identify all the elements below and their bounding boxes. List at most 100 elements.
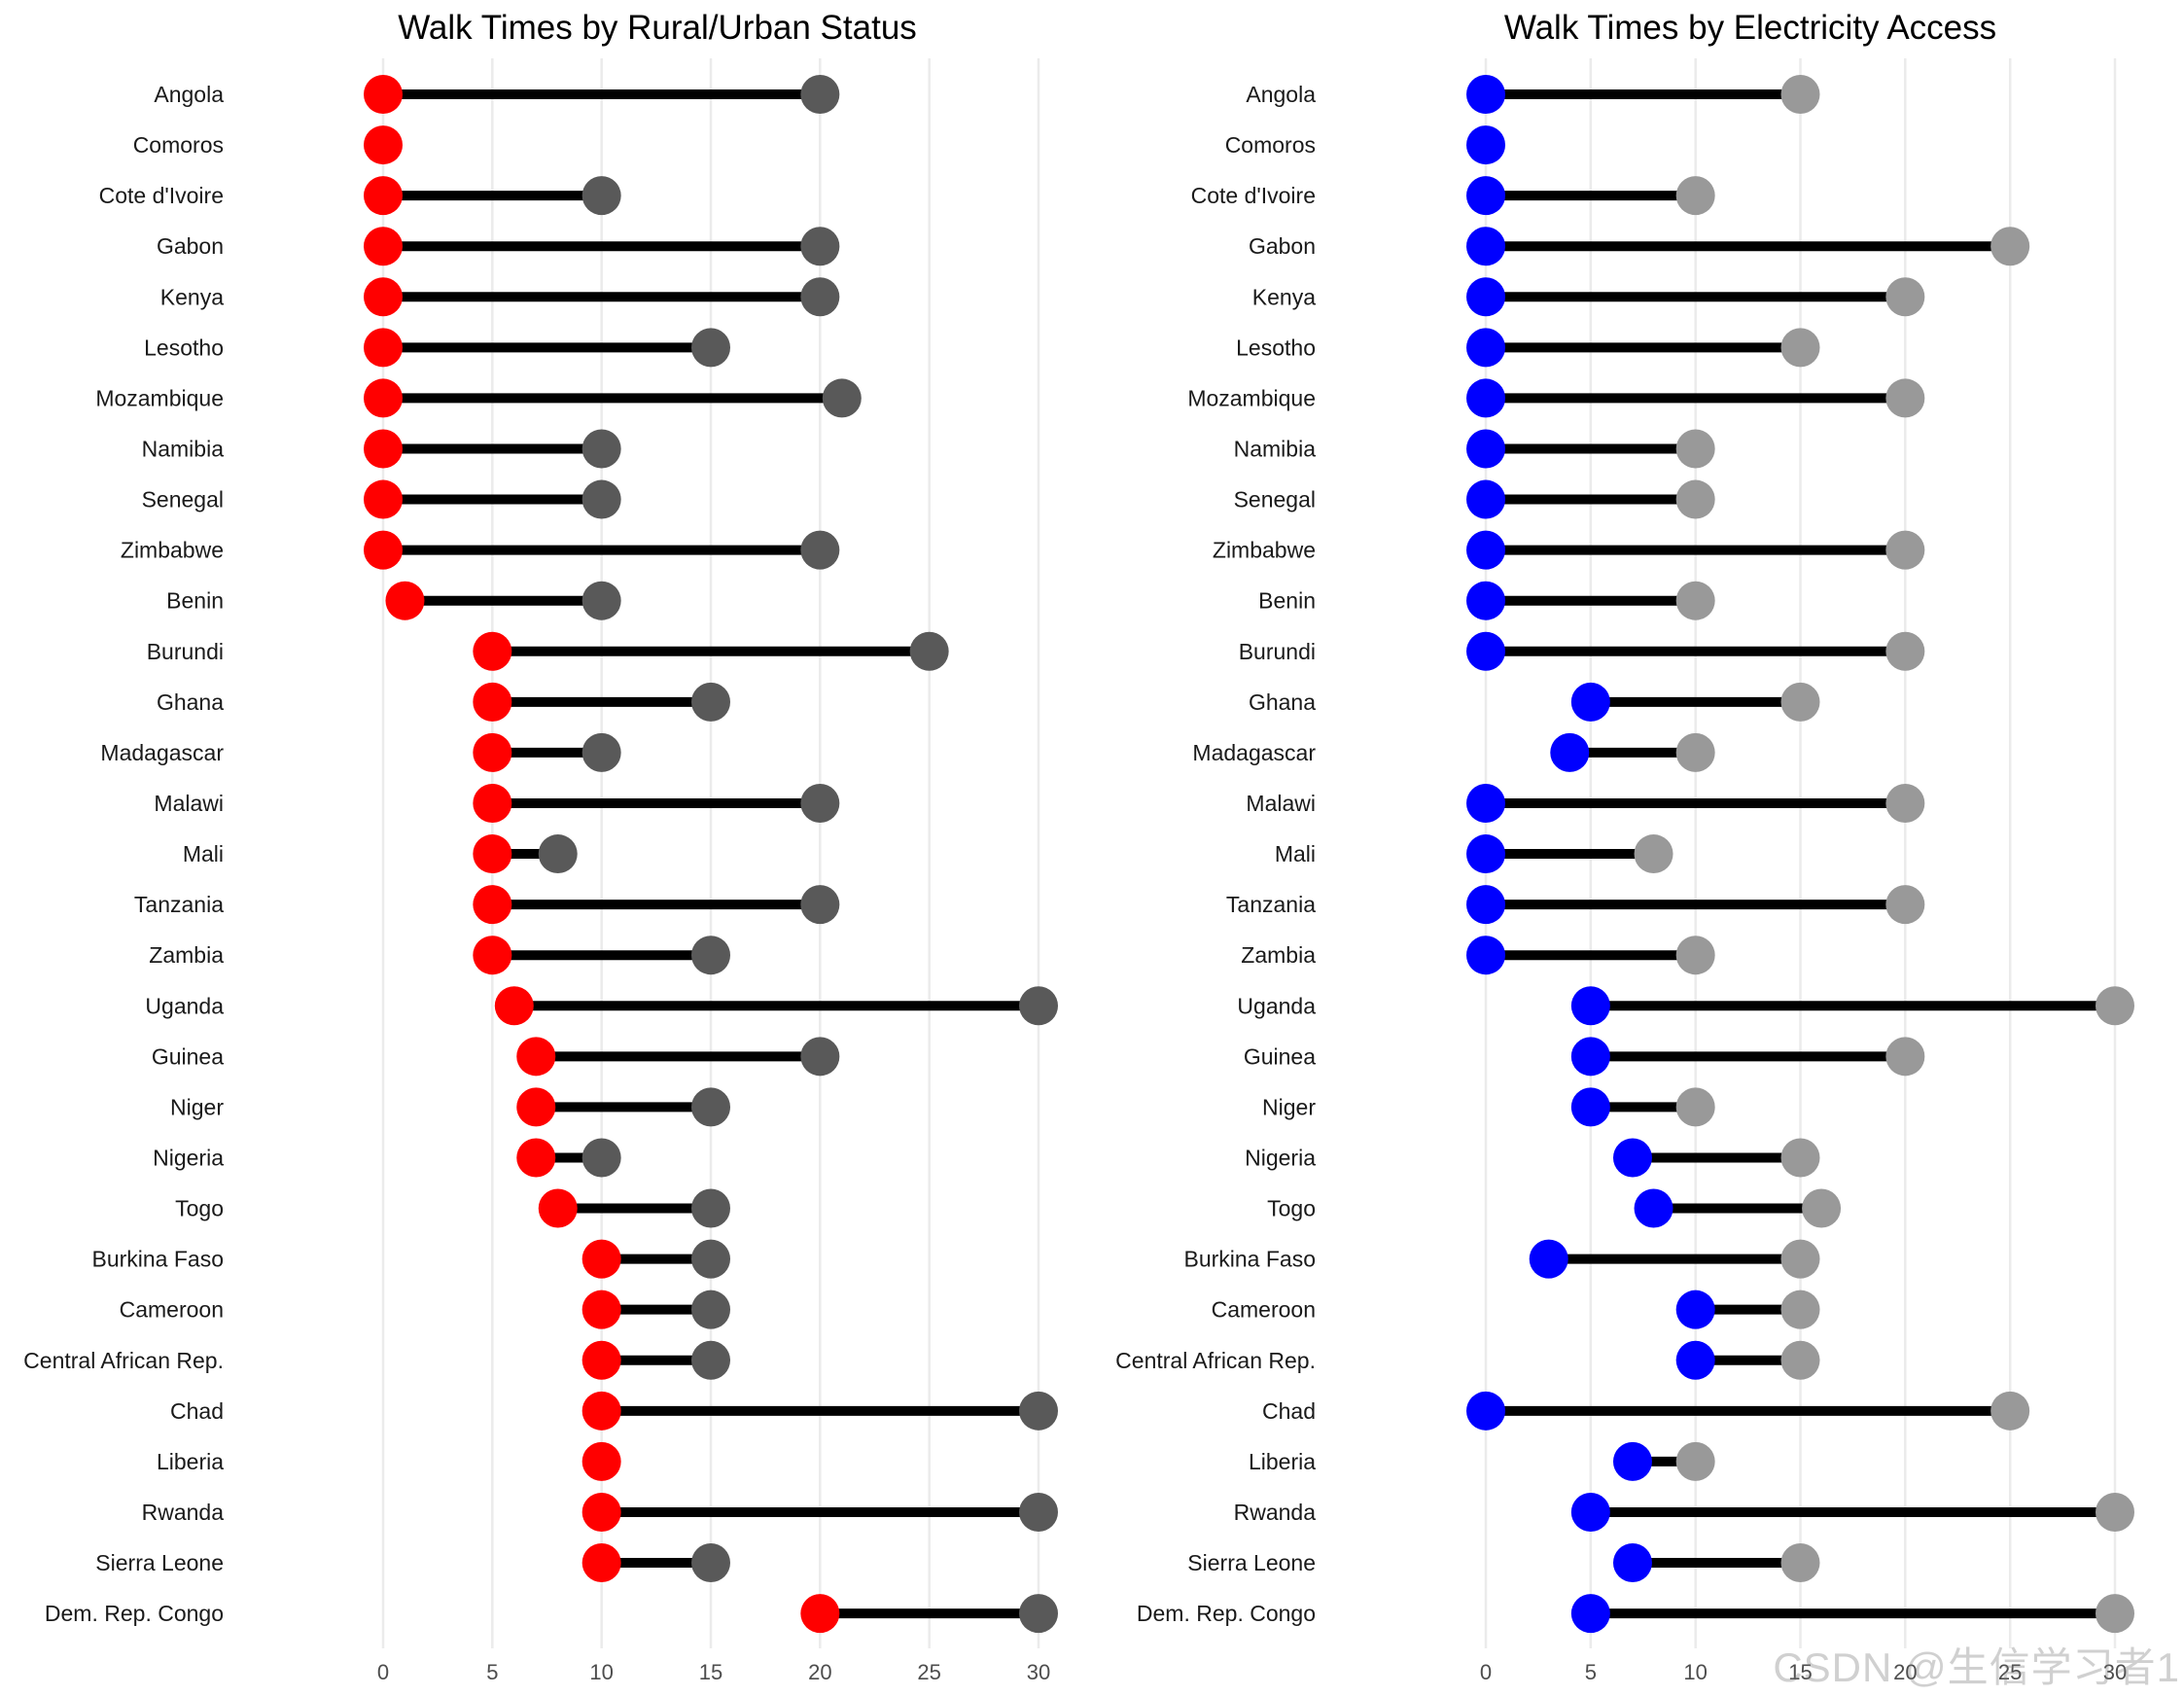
start-point bbox=[473, 936, 512, 975]
end-point bbox=[2096, 1594, 2134, 1634]
end-point bbox=[691, 1543, 730, 1583]
x-tick-label: 5 bbox=[1585, 1660, 1597, 1684]
start-point bbox=[473, 885, 512, 925]
start-point bbox=[1466, 631, 1505, 671]
end-point bbox=[691, 328, 730, 368]
start-point bbox=[1529, 1239, 1568, 1279]
start-point bbox=[1570, 682, 1610, 722]
end-point bbox=[691, 1340, 730, 1380]
category-label: Rwanda bbox=[1234, 1500, 1317, 1525]
end-point bbox=[1780, 1239, 1820, 1279]
start-point bbox=[1570, 1087, 1610, 1127]
start-point bbox=[581, 1492, 621, 1532]
end-point bbox=[691, 682, 730, 722]
category-label: Namibia bbox=[1234, 436, 1317, 461]
end-point bbox=[1780, 682, 1820, 722]
end-point bbox=[581, 176, 621, 216]
end-point bbox=[822, 378, 862, 418]
category-label: Rwanda bbox=[142, 1500, 225, 1525]
category-label: Niger bbox=[1262, 1094, 1316, 1119]
end-point bbox=[1885, 530, 1925, 570]
end-point bbox=[800, 1037, 840, 1077]
end-point bbox=[1675, 581, 1715, 620]
start-point bbox=[1466, 75, 1505, 114]
start-point bbox=[1466, 936, 1505, 975]
end-point bbox=[1019, 1492, 1058, 1532]
start-point bbox=[1466, 783, 1505, 823]
category-label: Nigeria bbox=[1245, 1145, 1316, 1170]
end-point bbox=[1802, 1188, 1842, 1228]
start-point bbox=[1634, 1188, 1673, 1228]
category-label: Lesotho bbox=[1236, 335, 1316, 360]
start-point bbox=[364, 378, 403, 418]
category-label: Angola bbox=[154, 82, 224, 107]
category-label: Cote d'Ivoire bbox=[99, 183, 224, 208]
end-point bbox=[1885, 885, 1925, 925]
start-point bbox=[1466, 885, 1505, 925]
end-point bbox=[581, 1138, 621, 1178]
category-label: Chad bbox=[170, 1398, 224, 1424]
end-point bbox=[1885, 631, 1925, 671]
x-tick-label: 0 bbox=[1480, 1660, 1492, 1684]
end-point bbox=[1019, 986, 1058, 1026]
start-point bbox=[1466, 834, 1505, 874]
category-label: Niger bbox=[170, 1094, 224, 1119]
category-label: Mozambique bbox=[95, 385, 224, 410]
end-point bbox=[800, 783, 840, 823]
category-label: Gabon bbox=[157, 233, 224, 259]
category-label: Sierra Leone bbox=[95, 1550, 224, 1575]
end-point bbox=[1780, 1138, 1820, 1178]
category-label: Cameroon bbox=[1212, 1297, 1316, 1323]
category-label: Kenya bbox=[160, 284, 224, 309]
start-point bbox=[1466, 125, 1505, 165]
chart-title: Walk Times by Electricity Access bbox=[1504, 9, 1996, 47]
start-point bbox=[1570, 1037, 1610, 1077]
end-point bbox=[581, 429, 621, 469]
start-point bbox=[1550, 732, 1590, 772]
start-point bbox=[1466, 328, 1505, 368]
x-tick-label: 0 bbox=[377, 1660, 389, 1684]
category-label: Senegal bbox=[142, 487, 224, 512]
category-label: Central African Rep. bbox=[1115, 1348, 1316, 1373]
category-label: Angola bbox=[1246, 82, 1316, 107]
chart-title: Walk Times by Rural/Urban Status bbox=[398, 9, 917, 47]
end-point bbox=[1675, 1441, 1715, 1481]
start-point bbox=[473, 834, 512, 874]
x-tick-label: 15 bbox=[1788, 1660, 1812, 1684]
x-tick-label: 15 bbox=[699, 1660, 722, 1684]
category-label: Togo bbox=[1267, 1196, 1316, 1221]
end-point bbox=[1885, 378, 1925, 418]
end-point bbox=[1780, 328, 1820, 368]
category-label: Nigeria bbox=[153, 1145, 224, 1170]
end-point bbox=[1634, 834, 1673, 874]
category-label: Namibia bbox=[142, 436, 225, 461]
end-point bbox=[800, 277, 840, 317]
start-point bbox=[1675, 1340, 1715, 1380]
start-point bbox=[581, 1239, 621, 1279]
end-point bbox=[800, 75, 840, 114]
end-point bbox=[1780, 1543, 1820, 1583]
end-point bbox=[581, 581, 621, 620]
category-label: Kenya bbox=[1252, 284, 1316, 309]
start-point bbox=[516, 1037, 556, 1077]
start-point bbox=[1466, 1391, 1505, 1431]
category-label: Mali bbox=[183, 841, 224, 866]
start-point bbox=[581, 1441, 621, 1481]
end-point bbox=[1780, 75, 1820, 114]
chart-panel-rural-urban: Walk Times by Rural/Urban Status 0 5 10 15 20… bbox=[23, 9, 1058, 1684]
start-point bbox=[581, 1543, 621, 1583]
category-label: Zimbabwe bbox=[121, 538, 224, 563]
category-label: Cameroon bbox=[120, 1297, 224, 1323]
category-label: Zambia bbox=[1241, 942, 1316, 968]
start-point bbox=[1466, 176, 1505, 216]
start-point bbox=[1612, 1543, 1652, 1583]
end-point bbox=[1019, 1594, 1058, 1634]
x-tick-label: 20 bbox=[808, 1660, 831, 1684]
end-point bbox=[1675, 429, 1715, 469]
end-point bbox=[2096, 986, 2134, 1026]
category-label: Lesotho bbox=[144, 335, 224, 360]
category-label: Malawi bbox=[154, 791, 224, 816]
category-label: Benin bbox=[166, 588, 224, 614]
category-label: Ghana bbox=[157, 689, 224, 715]
